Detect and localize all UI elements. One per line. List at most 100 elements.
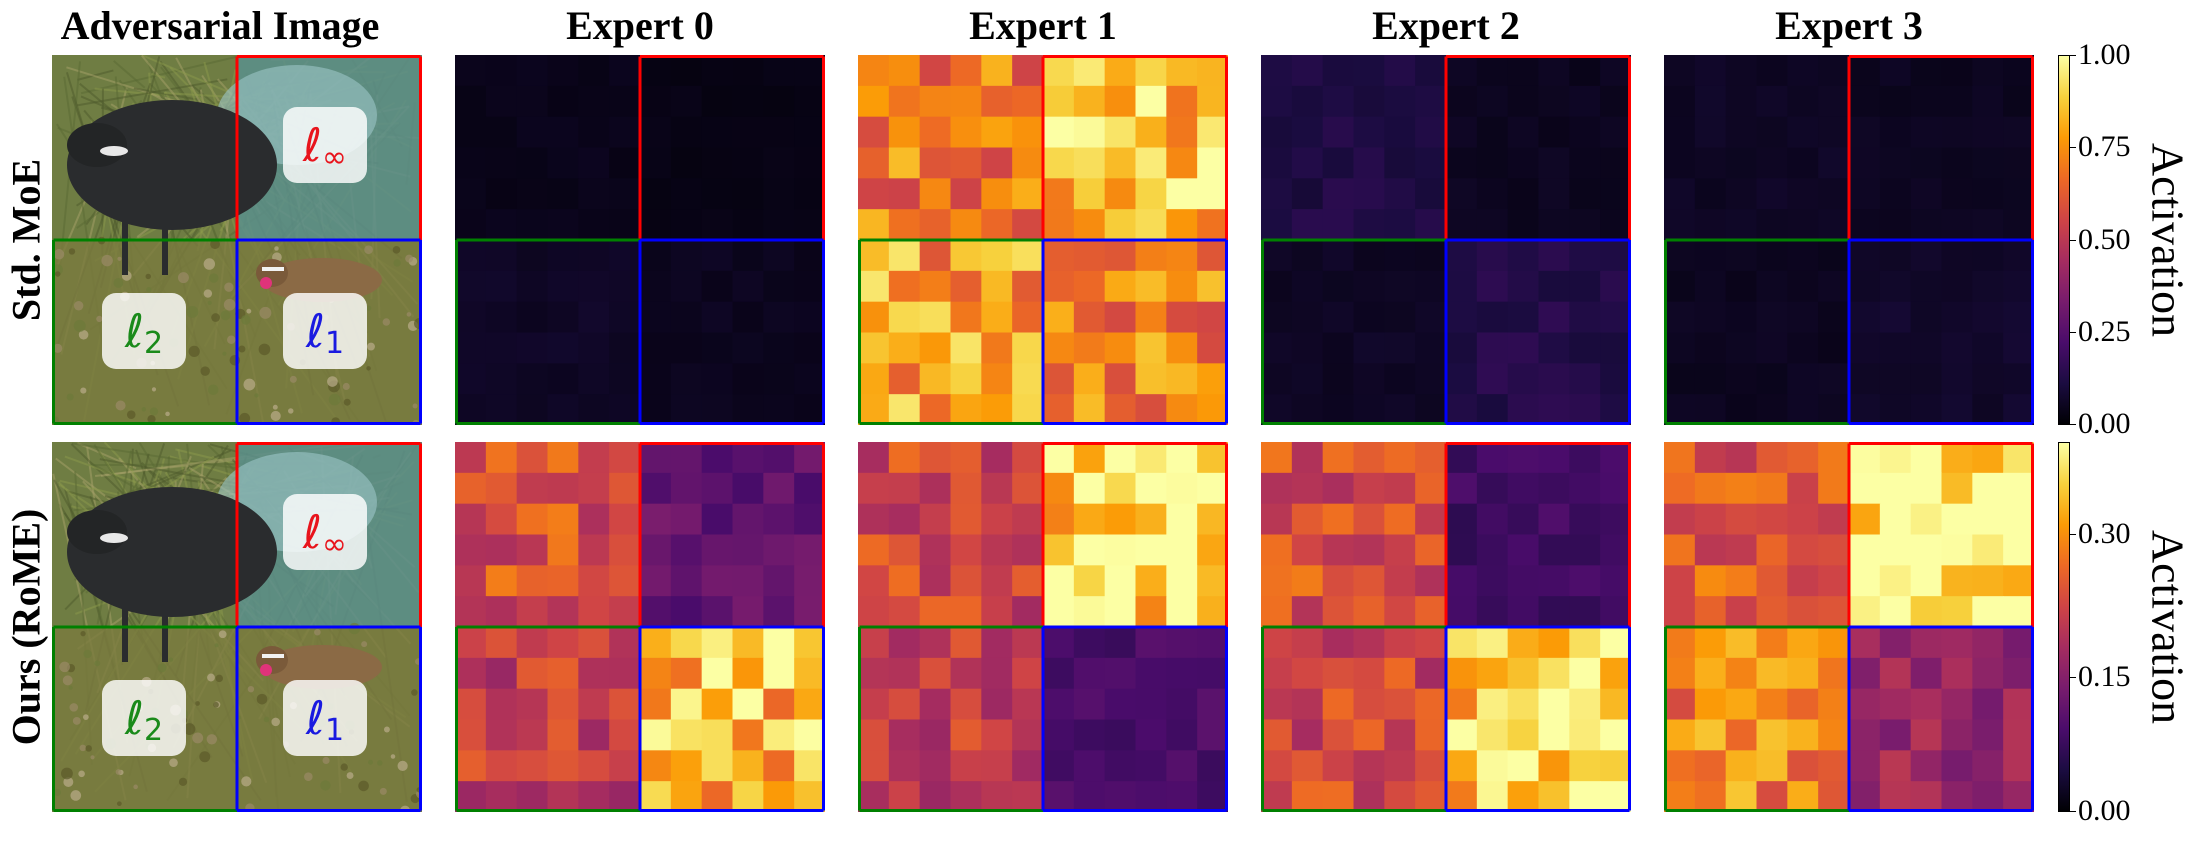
- heatmap-cell: [485, 596, 518, 628]
- heatmap-cell: [1538, 657, 1570, 690]
- pebble: [366, 366, 371, 371]
- heatmap-cell: [1073, 503, 1106, 535]
- heatmap-cell: [1787, 178, 1819, 210]
- heatmap-cell: [1600, 147, 1631, 179]
- heatmap-cell: [640, 472, 672, 505]
- heatmap-cell: [919, 442, 951, 474]
- pebble: [246, 308, 252, 314]
- heatmap-cell: [578, 627, 610, 659]
- heatmap-cell: [794, 472, 825, 505]
- heatmap-cell: [1043, 781, 1075, 812]
- heatmap-cell: [763, 565, 795, 597]
- heatmap-cell: [516, 781, 548, 812]
- heatmap-cell: [950, 209, 982, 241]
- heatmap-cell: [1197, 750, 1228, 782]
- heatmap-cell: [763, 657, 795, 690]
- pebble: [368, 759, 374, 765]
- heatmap-cell: [1476, 472, 1509, 505]
- heatmap-cell: [1353, 55, 1385, 87]
- pebble: [247, 685, 255, 693]
- heatmap-cell: [950, 719, 982, 751]
- heatmap-cell: [485, 503, 518, 535]
- pebble: [203, 289, 213, 298]
- heatmap-cell: [1446, 750, 1478, 782]
- heatmap-cell: [640, 534, 672, 566]
- heatmap-cell: [1694, 301, 1727, 333]
- pebble: [101, 254, 113, 267]
- pebble: [210, 239, 220, 250]
- heatmap-cell: [1849, 363, 1881, 395]
- heatmap-cell: [1446, 301, 1478, 333]
- heatmap-cell: [640, 565, 672, 597]
- heatmap-cell: [1694, 85, 1727, 118]
- heatmap-cell: [950, 270, 982, 303]
- heatmap-cell: [578, 781, 610, 812]
- heatmap-cell: [858, 627, 890, 659]
- heatmap-cell: [888, 442, 921, 474]
- heatmap-cell: [1818, 534, 1850, 566]
- heatmap-cell: [1415, 750, 1447, 782]
- heatmap-cell: [640, 116, 672, 148]
- heatmap-cell: [640, 394, 672, 425]
- heatmap-cell: [640, 781, 672, 812]
- heatmap-cell: [1166, 503, 1198, 535]
- heatmap-cell: [1507, 301, 1539, 333]
- heatmap-cell: [1787, 750, 1819, 782]
- heatmap-cell: [1166, 301, 1198, 333]
- heatmap-cell: [1538, 472, 1570, 505]
- heatmap-cell: [1694, 363, 1727, 395]
- pebble: [94, 660, 101, 667]
- heatmap-cell: [919, 332, 951, 364]
- heatmap-cell: [794, 688, 825, 720]
- heatmap-cell: [1197, 209, 1228, 241]
- heatmap-cell: [1725, 442, 1757, 474]
- heatmap-cell: [485, 657, 518, 690]
- grass-blade: [160, 455, 215, 491]
- heatmap-cell: [485, 627, 518, 659]
- label-linf: ℓ∞: [283, 494, 367, 570]
- pebble: [328, 393, 341, 406]
- heatmap-cell: [578, 565, 610, 597]
- pebble: [229, 354, 241, 366]
- heatmap-cell: [1538, 627, 1570, 659]
- heatmap-cell: [1972, 750, 2004, 782]
- heatmap-cell: [1197, 178, 1228, 210]
- pebble: [320, 780, 331, 791]
- heatmap-cell: [1446, 503, 1478, 535]
- heatmap-cell: [1787, 270, 1819, 303]
- heatmap-cell: [1694, 781, 1727, 812]
- heatmap-cell: [1849, 240, 1881, 272]
- heatmap-cell: [640, 750, 672, 782]
- heatmap-cell: [1507, 178, 1539, 210]
- heatmap-cell: [1415, 147, 1447, 179]
- heatmap-cell: [455, 472, 487, 505]
- heatmap-cell: [1073, 472, 1106, 505]
- heatmap-cell: [2003, 472, 2034, 505]
- pebble: [192, 732, 204, 744]
- heatmap-cell: [1941, 596, 1973, 628]
- heatmap-cell: [640, 332, 672, 364]
- heatmap-std-moe-expert-1: [858, 55, 1228, 425]
- pebble: [272, 404, 278, 410]
- heatmap-cell: [1353, 596, 1385, 628]
- heatmap-cell: [670, 565, 703, 597]
- heatmap-cell: [578, 596, 610, 628]
- heatmap-cell: [1291, 781, 1324, 812]
- heatmap-cell: [1664, 85, 1696, 118]
- heatmap-cell: [1043, 332, 1075, 364]
- heatmap-cell: [1353, 750, 1385, 782]
- heatmap-cell: [1446, 55, 1478, 87]
- heatmap-cell: [1135, 688, 1167, 720]
- heatmap-cell: [1322, 301, 1354, 333]
- heatmap-cell: [1104, 240, 1136, 272]
- heatmap-cell: [1910, 750, 1942, 782]
- heatmap-cell: [670, 750, 703, 782]
- heatmap-cell: [981, 178, 1013, 210]
- heatmap-cell: [1600, 719, 1631, 751]
- heatmap-cell: [794, 627, 825, 659]
- heatmap-cell: [1849, 116, 1881, 148]
- heatmap-cell: [981, 657, 1013, 690]
- heatmap-cell: [1569, 363, 1601, 395]
- heatmap-cell: [763, 503, 795, 535]
- heatmap-cell: [1415, 565, 1447, 597]
